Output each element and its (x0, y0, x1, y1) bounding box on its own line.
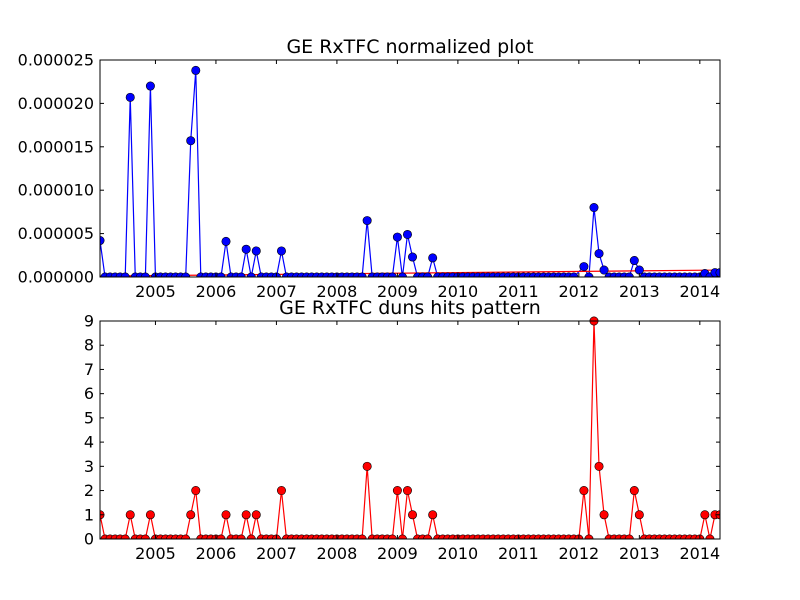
y-tick-label: 7 (84, 360, 94, 379)
data-point (408, 252, 418, 262)
data-point (579, 262, 589, 272)
data-point (599, 510, 609, 520)
data-point (634, 265, 644, 275)
data-point (428, 253, 438, 263)
series-group (100, 65, 720, 277)
x-tick-label: 2006 (196, 544, 237, 563)
data-point (594, 461, 604, 471)
data-point (186, 136, 196, 146)
series-line-1 (100, 320, 720, 539)
chart-title: GE RxTFC duns hits pattern (279, 297, 541, 319)
y-tick-label: 0.000025 (18, 51, 94, 70)
x-tick-label: 2007 (256, 544, 297, 563)
x-tick-label: 2009 (377, 282, 418, 301)
x-tick-label: 2011 (498, 544, 539, 563)
plot-frame (99, 59, 721, 278)
data-point (145, 81, 155, 91)
series-line-1 (100, 70, 720, 277)
data-point (145, 510, 155, 520)
data-point (402, 229, 412, 239)
x-tick-label: 2010 (438, 544, 479, 563)
x-tick-label: 2008 (317, 282, 358, 301)
data-point (186, 510, 196, 520)
data-point (241, 510, 251, 520)
data-point (629, 486, 639, 496)
x-tick-label: 2012 (559, 282, 600, 301)
data-point (276, 486, 286, 496)
y-tick-label: 3 (84, 457, 94, 476)
data-point (408, 510, 418, 520)
x-tick-label: 2011 (498, 282, 539, 301)
y-tick-label: 6 (84, 384, 94, 403)
x-tick-label: 2008 (317, 544, 358, 563)
data-point (392, 232, 402, 242)
y-tick-label: 1 (84, 505, 94, 524)
data-point (629, 256, 639, 266)
y-tick-label: 2 (84, 481, 94, 500)
chart-panel-2: 0 1 2 3 4 5 6 7 8 9 2005 2006 2007 2008 2009 2010 2011 20… (84, 297, 721, 563)
y-tick-label: 0.000000 (18, 268, 94, 287)
y-tick-label: 0.000020 (18, 94, 94, 113)
y-tick-label: 0.000005 (18, 224, 94, 243)
data-point (221, 510, 231, 520)
x-tick-label: 2007 (256, 282, 297, 301)
data-point (599, 265, 609, 275)
x-tick-label: 2009 (377, 544, 418, 563)
data-point (125, 92, 135, 102)
data-point (125, 510, 135, 520)
y-tick-label: 0.000010 (18, 181, 94, 200)
y-tick-label: 4 (84, 433, 94, 452)
data-point (362, 216, 372, 226)
data-point (251, 246, 261, 256)
data-point (362, 461, 372, 471)
data-point (221, 236, 231, 246)
x-tick-label: 2013 (619, 282, 660, 301)
plot-frame (99, 320, 721, 540)
data-point (191, 65, 201, 75)
data-point (392, 486, 402, 496)
y-tick-label: 0 (84, 530, 94, 549)
x-tick-label: 2010 (438, 282, 479, 301)
x-tick-label: 2014 (679, 544, 720, 563)
x-tick-label: 2005 (135, 282, 176, 301)
y-tick-label: 9 (84, 312, 94, 331)
data-point (402, 486, 412, 496)
y-tick-label: 8 (84, 336, 94, 355)
x-tick-label: 2006 (196, 282, 237, 301)
x-tick-label: 2014 (679, 282, 720, 301)
data-point (251, 510, 261, 520)
x-tick-label: 2013 (619, 544, 660, 563)
data-point (579, 486, 589, 496)
data-point (241, 244, 251, 254)
chart-panel-1: 0.000000 0.000005 0.000010 0.000015 0.000020… (18, 36, 721, 301)
data-point (634, 510, 644, 520)
data-point (276, 246, 286, 256)
data-point (589, 203, 599, 213)
series-group (100, 316, 720, 539)
data-point (594, 249, 604, 259)
data-point (700, 510, 710, 520)
y-tick-label: 5 (84, 408, 94, 427)
y-tick-label: 0.000015 (18, 137, 94, 156)
x-tick-label: 2012 (559, 544, 600, 563)
x-tick-label: 2005 (135, 544, 176, 563)
data-point (428, 510, 438, 520)
data-point (191, 486, 201, 496)
chart-title: GE RxTFC normalized plot (286, 36, 533, 58)
